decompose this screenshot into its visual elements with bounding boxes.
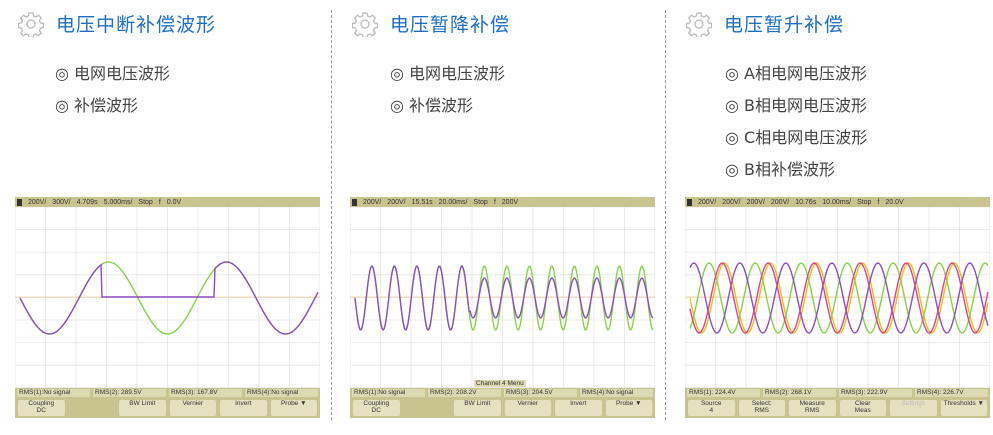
scope-status-bar: 200V/300V/4.709s 5.000ms/Stop f 0.0V: [15, 197, 320, 207]
softkey-button[interactable]: Vernier: [504, 400, 551, 416]
rms-readout: RMS(4):No signal: [245, 389, 318, 397]
waveform-grid-voltage: [354, 264, 654, 332]
scope-status-value: 200V/: [363, 198, 382, 206]
softkey-button[interactable]: [404, 400, 451, 416]
scope-status-value: 200V/: [28, 198, 47, 206]
softkey-button[interactable]: Select: RMS: [738, 400, 785, 416]
legend-item: ◎ B相补偿波形: [725, 160, 836, 179]
softkey-button[interactable]: Clear Meas: [839, 400, 886, 416]
softkey-button[interactable]: Thresholds ▼: [940, 400, 987, 416]
section-title: 电压暂升补偿: [724, 14, 845, 36]
scope-status-bar: 200V/200V/15.51s 20.00ms/Stop f 200V: [350, 197, 655, 207]
divider: [665, 10, 666, 420]
scope-status-value: 200V/: [770, 198, 790, 206]
waveform-grid-voltage: [19, 261, 319, 335]
rms-readout: RMS(3): 204.5V: [504, 389, 577, 397]
rms-readout: RMS(4): 226.7V: [915, 389, 988, 397]
softkey-button[interactable]: Probe ▼: [605, 400, 652, 416]
scope-status-value: 5.000ms/: [103, 198, 133, 206]
softkey-bar: Source 4 Select: RMS Measure RMS Clear Meas…: [685, 398, 990, 418]
channel-menu-label: Channel 4 Menu: [474, 380, 526, 387]
oscilloscope-screenshot: 200V/300V/4.709s 5.000ms/Stop f 0.0V RMS(1)…: [15, 197, 320, 418]
gear-icon: [18, 11, 44, 37]
rms-bar: RMS(1): 224.4V RMS(2): 268.1V RMS(3): 222.…: [685, 388, 990, 398]
rms-readout: RMS(1):No signal: [17, 389, 90, 397]
rms-readout: RMS(1): 224.4V: [687, 389, 760, 397]
legend-item: ◎ 电网电压波形: [55, 64, 171, 83]
legend-item: ◎ 补偿波形: [55, 96, 139, 115]
scope-status-value: f: [877, 198, 880, 206]
rms-readout: RMS(1):No signal: [352, 389, 425, 397]
softkey-button[interactable]: Coupling DC: [18, 400, 65, 416]
legend-list: ◎ 电网电压波形 ◎ 补偿波形: [55, 58, 170, 122]
softkey-button[interactable]: Vernier: [169, 400, 216, 416]
scope-status-value: 200V/: [722, 198, 741, 206]
scope-status-value: 20.00ms/: [438, 198, 468, 206]
softkey-button[interactable]: Invert: [555, 400, 602, 416]
scope-status-value: 300V/: [52, 198, 71, 206]
scope-status-value: 200V: [501, 198, 519, 206]
scope-status-value: 10.76s: [795, 198, 817, 206]
softkey-bar: Coupling DC BW Limit Vernier Invert Probe ▼: [350, 398, 655, 418]
legend-list: ◎ A相电网电压波形 ◎ B相电网电压波形 ◎ C相电网电压波形 ◎ B相补偿波形: [725, 58, 867, 186]
rms-readout: RMS(4):No signal: [580, 389, 653, 397]
scope-status-value: Stop: [857, 198, 872, 206]
rms-readout: RMS(2): 289.5V: [93, 389, 166, 397]
legend-item: ◎ 补偿波形: [390, 96, 474, 115]
softkey-button[interactable]: Measure RMS: [789, 400, 836, 416]
gear-icon: [352, 11, 378, 37]
legend-item: ◎ A相电网电压波形: [725, 64, 867, 83]
scope-status-value: 4.709s: [76, 198, 98, 206]
rms-readout: RMS(2): 208.2V: [428, 389, 501, 397]
divider: [331, 10, 332, 420]
rms-readout: RMS(3): 222.9V: [839, 389, 912, 397]
scope-status-value: Stop: [138, 198, 153, 206]
scope-status-value: 200V/: [698, 198, 717, 206]
section-header: 电压暂降补偿: [352, 10, 510, 37]
legend-item: ◎ 电网电压波形: [390, 64, 506, 83]
section-title: 电压暂降补偿: [390, 14, 511, 36]
softkey-button[interactable]: Source 4: [688, 400, 735, 416]
section-header: 电压中断补偿波形: [18, 10, 216, 37]
rms-readout: RMS(2): 268.1V: [763, 389, 836, 397]
scope-status-value: 200V/: [746, 198, 765, 206]
waveform-display: [685, 207, 990, 388]
scope-status-value: f: [158, 198, 161, 206]
legend-list: ◎ 电网电压波形 ◎ 补偿波形: [390, 58, 505, 122]
softkey-button[interactable]: Settings: [890, 400, 937, 416]
waveform-phase: [689, 262, 989, 334]
scope-status-value: 15.51s: [411, 198, 433, 206]
softkey-button[interactable]: [69, 400, 116, 416]
scope-status-bar: 200V/200V/200V/200V/10.76s 10.00ms/Stop f 2…: [685, 197, 990, 207]
scope-status-value: 10.00ms/: [822, 198, 852, 206]
scope-status-value: f: [493, 198, 496, 206]
waveform-display: [350, 207, 655, 388]
scope-status-value: Stop: [473, 198, 488, 206]
section-title: 电压中断补偿波形: [56, 14, 217, 36]
oscilloscope-screenshot: 200V/200V/15.51s 20.00ms/Stop f 200V Channe…: [350, 197, 655, 418]
softkey-button[interactable]: BW Limit: [454, 400, 501, 416]
scope-status-value: 0.0V: [166, 198, 182, 206]
oscilloscope-screenshot: 200V/200V/200V/200V/10.76s 10.00ms/Stop f 2…: [685, 197, 990, 418]
softkey-button[interactable]: Coupling DC: [353, 400, 400, 416]
scope-status-value: 200V/: [387, 198, 406, 206]
softkey-button[interactable]: Probe ▼: [270, 400, 317, 416]
gear-icon: [686, 11, 712, 37]
softkey-button[interactable]: Invert: [220, 400, 267, 416]
rms-bar: RMS(1):No signal RMS(2): 289.5V RMS(3): 16…: [15, 388, 320, 398]
waveform-display: [15, 207, 320, 388]
scope-status-value: 20.0V: [885, 198, 904, 206]
legend-item: ◎ C相电网电压波形: [725, 128, 868, 147]
legend-item: ◎ B相电网电压波形: [725, 96, 868, 115]
rms-bar: RMS(1):No signal RMS(2): 208.2V RMS(3): 20…: [350, 388, 655, 398]
rms-readout: RMS(3): 167.8V: [169, 389, 242, 397]
softkey-button[interactable]: BW Limit: [119, 400, 166, 416]
waveform-phase: [689, 262, 989, 334]
softkey-bar: Coupling DC BW Limit Vernier Invert Probe ▼: [15, 398, 320, 418]
section-header: 电压暂升补偿: [686, 10, 844, 37]
